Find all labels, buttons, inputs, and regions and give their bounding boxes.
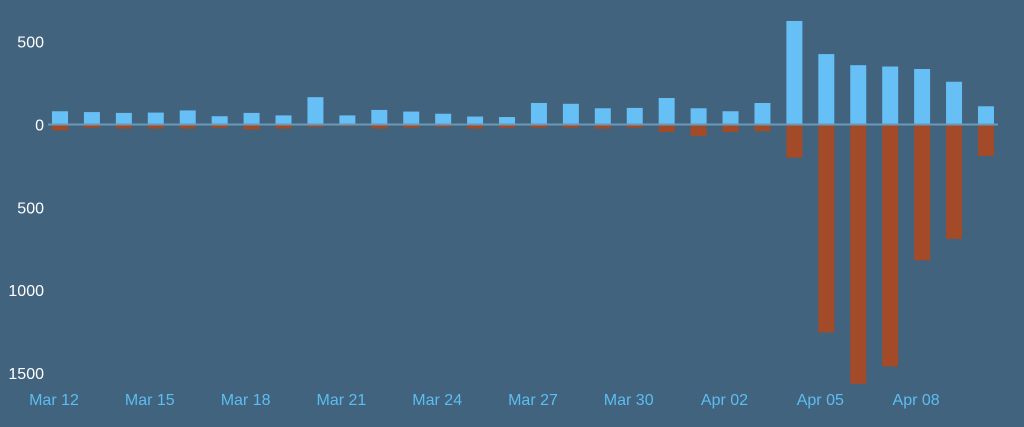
bar-positive-22 [754, 102, 771, 125]
y-tick-label-3: 1000 [8, 283, 44, 300]
bar-positive-17 [594, 108, 611, 125]
bar-positive-2 [115, 112, 132, 125]
bar-positive-3 [147, 112, 164, 125]
bar-positive-12 [435, 113, 452, 125]
bar-negative-12 [435, 124, 452, 127]
bar-negative-20 [690, 124, 707, 137]
bar-negative-13 [467, 124, 484, 129]
bar-positive-7 [275, 115, 292, 125]
x-tick-label-7: Apr 02 [701, 392, 748, 409]
bar-negative-4 [179, 124, 196, 129]
bar-negative-29 [977, 124, 994, 156]
bar-negative-7 [275, 124, 292, 129]
bar-negative-22 [754, 124, 771, 132]
bar-negative-18 [626, 124, 643, 128]
bar-negative-21 [722, 124, 739, 132]
bar-positive-25 [850, 65, 867, 125]
x-tick-label-6: Mar 30 [604, 392, 654, 409]
x-tick-label-2: Mar 18 [221, 392, 271, 409]
bar-positive-15 [530, 102, 547, 125]
x-tick-label-9: Apr 08 [893, 392, 940, 409]
bar-positive-8 [307, 97, 324, 125]
bar-positive-29 [977, 106, 994, 125]
bar-negative-0 [52, 124, 68, 131]
bar-positive-9 [339, 115, 356, 125]
y-tick-label-2: 500 [17, 200, 44, 217]
bar-positive-27 [914, 68, 931, 125]
bar-negative-15 [530, 124, 547, 128]
y-tick-label-0: 500 [17, 35, 44, 52]
bar-negative-5 [211, 124, 228, 128]
bar-positive-4 [179, 110, 196, 125]
bar-negative-8 [307, 124, 324, 127]
bar-negative-14 [499, 124, 516, 128]
bar-negative-2 [115, 124, 132, 129]
bar-negative-10 [371, 124, 388, 129]
x-tick-label-1: Mar 15 [125, 392, 175, 409]
bar-negative-26 [882, 124, 899, 367]
bar-positive-28 [946, 81, 963, 125]
x-tick-label-8: Apr 05 [797, 392, 844, 409]
bar-positive-26 [882, 66, 899, 125]
bar-positive-19 [658, 97, 675, 125]
bar-negative-24 [818, 124, 835, 333]
y-tick-label-4: 1500 [8, 366, 44, 383]
bar-positive-20 [690, 108, 707, 125]
bar-positive-1 [83, 112, 100, 125]
bar-positive-13 [467, 116, 484, 125]
bar-negative-27 [914, 124, 931, 261]
bar-negative-11 [403, 124, 420, 128]
x-tick-label-5: Mar 27 [508, 392, 558, 409]
bar-positive-14 [499, 117, 516, 125]
x-tick-label-3: Mar 21 [317, 392, 367, 409]
bar-negative-17 [594, 124, 611, 129]
bar-negative-23 [786, 124, 803, 158]
bar-positive-5 [211, 116, 228, 125]
bar-negative-16 [562, 124, 579, 128]
bar-positive-16 [562, 103, 579, 125]
bar-negative-3 [147, 124, 164, 129]
bar-negative-28 [946, 124, 963, 239]
x-tick-label-4: Mar 24 [412, 392, 462, 409]
bar-positive-10 [371, 109, 388, 125]
bar-positive-11 [403, 111, 420, 125]
x-tick-label-0: Mar 12 [29, 392, 79, 409]
bar-negative-6 [243, 124, 260, 130]
bar-negative-1 [83, 124, 100, 128]
bar-positive-0 [52, 111, 68, 125]
bar-positive-24 [818, 54, 835, 125]
bar-negative-25 [850, 124, 867, 384]
bar-positive-21 [722, 111, 739, 125]
bar-positive-18 [626, 107, 643, 125]
bar-positive-23 [786, 20, 803, 125]
bar-negative-19 [658, 124, 675, 132]
y-tick-label-1: 0 [35, 118, 44, 135]
bar-positive-6 [243, 112, 260, 125]
